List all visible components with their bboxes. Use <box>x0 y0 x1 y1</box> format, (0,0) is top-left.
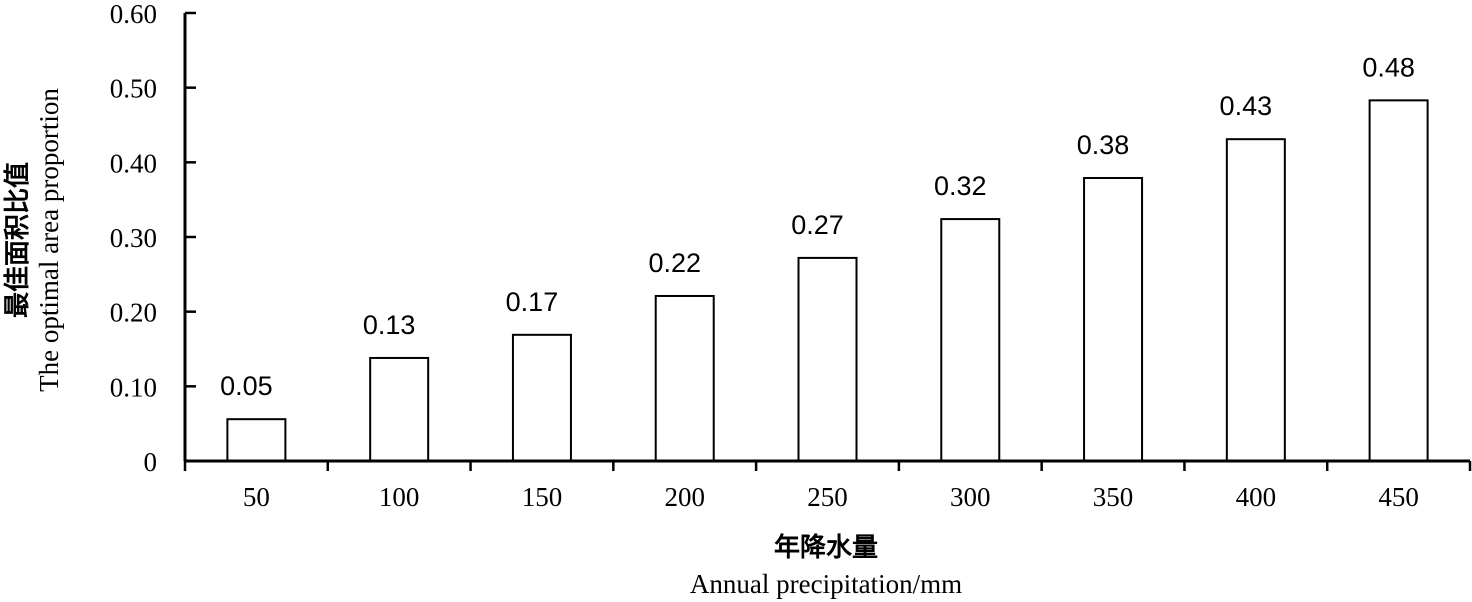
x-tick-label: 350 <box>1093 482 1134 512</box>
bar <box>511 333 572 462</box>
y-tick-label: 0.10 <box>110 372 157 402</box>
bar <box>940 218 1001 462</box>
bar <box>1225 138 1286 462</box>
bar <box>797 256 858 463</box>
y-tick-label: 0 <box>144 447 158 477</box>
x-axis-title-cn: 年降水量 <box>774 532 878 563</box>
data-label: 0.27 <box>791 210 844 240</box>
y-tick-label: 0.40 <box>110 148 157 178</box>
x-tick-label: 450 <box>1378 482 1419 512</box>
data-label: 0.22 <box>648 248 701 278</box>
x-tick-label: 400 <box>1236 482 1277 512</box>
bars-group <box>226 99 1429 463</box>
x-tick-label: 50 <box>243 482 270 512</box>
x-axis-title-en: Annual precipitation/mm <box>690 569 962 599</box>
data-labels-group: 0.05 0.13 0.17 0.22 0.27 0.32 0.38 0.43 0.48 <box>220 52 1415 401</box>
y-axis-title-cn: 最佳面积比值 <box>3 162 33 318</box>
bar <box>654 294 715 462</box>
data-label: 0.17 <box>506 287 559 317</box>
x-tick-label: 100 <box>379 482 420 512</box>
bar <box>1083 177 1144 462</box>
x-tick-label: 200 <box>664 482 705 512</box>
y-tick-label: 0.60 <box>110 0 157 29</box>
data-label: 0.48 <box>1362 52 1415 82</box>
x-tick-label: 150 <box>522 482 563 512</box>
y-tick-label: 0.50 <box>110 74 157 104</box>
bar <box>226 418 287 463</box>
data-label: 0.43 <box>1220 91 1273 121</box>
y-axis: 0 0.10 0.20 0.30 0.40 0.50 0.60 <box>110 0 196 477</box>
bar <box>369 356 430 462</box>
bar <box>1368 99 1429 463</box>
y-axis-title-en: The optimal area proportion <box>34 88 64 392</box>
data-label: 0.32 <box>934 171 987 201</box>
y-tick-label: 0.20 <box>110 298 157 328</box>
data-label: 0.38 <box>1077 130 1130 160</box>
data-label: 0.05 <box>220 371 273 401</box>
y-tick-label: 0.30 <box>110 223 157 253</box>
x-axis: 50 100 150 200 250 300 350 400 450 <box>183 459 1472 512</box>
x-tick-label: 300 <box>950 482 991 512</box>
x-tick-label: 250 <box>807 482 848 512</box>
data-label: 0.13 <box>363 310 416 340</box>
